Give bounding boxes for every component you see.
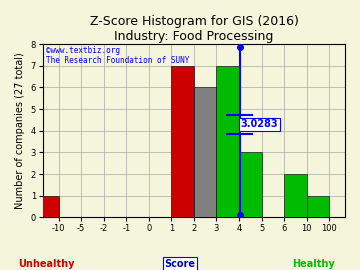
Y-axis label: Number of companies (27 total): Number of companies (27 total) <box>15 52 25 209</box>
Text: 3.0283: 3.0283 <box>241 119 278 129</box>
Text: Healthy: Healthy <box>292 259 334 269</box>
Bar <box>284 174 307 217</box>
Bar <box>239 153 262 217</box>
Text: Score: Score <box>165 259 195 269</box>
Bar <box>307 196 329 217</box>
Title: Z-Score Histogram for GIS (2016)
Industry: Food Processing: Z-Score Histogram for GIS (2016) Industr… <box>90 15 298 43</box>
Bar <box>171 66 194 217</box>
Text: Unhealthy: Unhealthy <box>19 259 75 269</box>
Bar <box>216 66 239 217</box>
Text: ©www.textbiz.org
The Research Foundation of SUNY: ©www.textbiz.org The Research Foundation… <box>46 46 189 65</box>
Bar <box>194 87 216 217</box>
Bar <box>36 196 59 217</box>
